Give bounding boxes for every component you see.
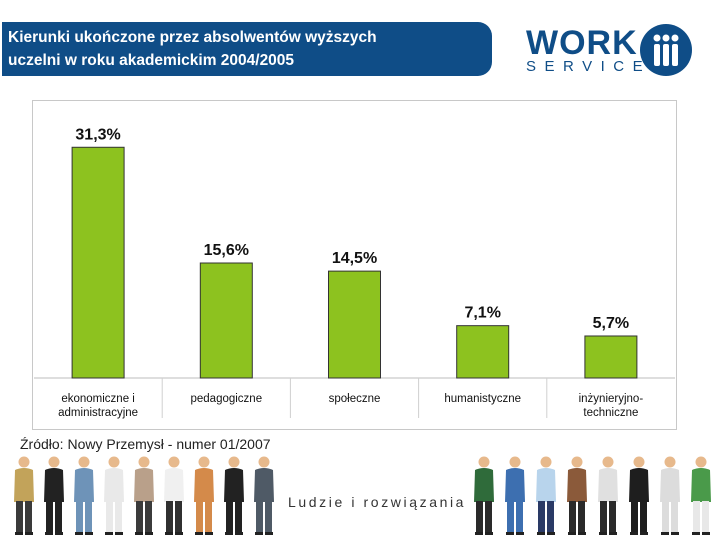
person-figure-icon (691, 456, 711, 535)
people-group-right-icon (468, 440, 718, 540)
bar-2 (328, 270, 381, 379)
person-figure-icon (567, 456, 587, 535)
category-label-2: społeczne (329, 393, 381, 405)
bar-chart-svg: 31,3% ekonomiczne i administracyjne 15,6% pe… (32, 100, 677, 430)
person-figure-icon (224, 456, 244, 535)
logo-badge-icon (640, 24, 692, 76)
category-label-3: humanistyczne (444, 393, 521, 405)
people-group-left-icon (10, 440, 280, 540)
data-label-3: 7,1% (464, 305, 500, 322)
person-figure-icon (14, 456, 34, 535)
person-figure-icon (44, 456, 64, 535)
person-figure-icon (536, 456, 556, 535)
person-figure-icon (194, 456, 214, 535)
title-line-1: Kierunki ukończone przez absolwentów wyż… (8, 29, 377, 46)
slogan: Ludzie i rozwiązania (288, 494, 467, 510)
logo-service-text: SERVICE (526, 58, 652, 75)
person-figure-icon (660, 456, 680, 535)
data-label-1: 15,6% (204, 242, 249, 259)
person-figure-icon (134, 456, 154, 535)
title-line-2: uczelni w roku akademickim 2004/2005 (8, 52, 295, 69)
person-figure-icon (74, 456, 94, 535)
person-figure-icon (505, 456, 525, 535)
bar-1 (199, 262, 253, 379)
bar-4 (584, 335, 638, 379)
category-label-1: pedagogiczne (190, 393, 262, 405)
person-figure-icon (254, 456, 274, 535)
bar-3 (456, 325, 510, 379)
source-note: Źródło: Nowy Przemysł - numer 01/2007 (20, 436, 271, 452)
data-label-0: 31,3% (75, 126, 120, 143)
title-banner: Kierunki ukończone przez absolwentów wyż… (2, 22, 492, 76)
category-label-4: inżynieryjno-techniczne (579, 393, 644, 419)
person-figure-icon (474, 456, 494, 535)
category-label-0: ekonomiczne i administracyjne (58, 393, 138, 419)
logo-work-text: WORK (526, 24, 638, 62)
bar-chart: 31,3% ekonomiczne i administracyjne 15,6% pe… (32, 100, 677, 430)
person-figure-icon (164, 456, 184, 535)
person-figure-icon (104, 456, 124, 535)
person-figure-icon (629, 456, 649, 535)
data-label-2: 14,5% (332, 250, 377, 267)
work-service-logo: WORK SERVICE (522, 24, 694, 80)
bar-0 (71, 146, 125, 379)
data-label-4: 5,7% (593, 315, 629, 332)
person-figure-icon (598, 456, 618, 535)
